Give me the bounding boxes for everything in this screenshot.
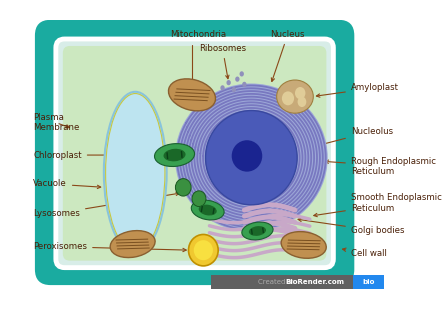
FancyBboxPatch shape	[63, 46, 326, 261]
Ellipse shape	[198, 205, 217, 216]
Ellipse shape	[191, 200, 224, 220]
Ellipse shape	[104, 92, 167, 253]
Ellipse shape	[277, 80, 313, 113]
Ellipse shape	[192, 191, 206, 207]
Ellipse shape	[206, 110, 297, 205]
Text: Smooth Endoplasmic
Reticulum: Smooth Endoplasmic Reticulum	[314, 193, 442, 217]
FancyBboxPatch shape	[35, 20, 354, 285]
Text: Mitochondria: Mitochondria	[170, 30, 227, 91]
Text: Nucleolus: Nucleolus	[275, 127, 393, 157]
Ellipse shape	[249, 226, 266, 236]
Ellipse shape	[282, 91, 294, 105]
Ellipse shape	[189, 234, 218, 266]
Text: bio: bio	[362, 279, 375, 285]
Ellipse shape	[175, 83, 328, 232]
Text: Cell wall: Cell wall	[343, 248, 387, 258]
Text: Chloroplast: Chloroplast	[33, 151, 160, 160]
Ellipse shape	[242, 222, 273, 240]
Ellipse shape	[194, 240, 213, 260]
Ellipse shape	[175, 179, 191, 196]
Text: Created in: Created in	[258, 279, 296, 285]
Text: Golgi bodies: Golgi bodies	[298, 218, 405, 235]
Ellipse shape	[232, 87, 236, 92]
Text: Peroxisomes: Peroxisomes	[33, 242, 186, 252]
Text: Ribosomes: Ribosomes	[199, 44, 246, 79]
Text: Lysosomes: Lysosomes	[33, 192, 179, 218]
Ellipse shape	[220, 85, 225, 91]
Ellipse shape	[110, 230, 155, 258]
Ellipse shape	[232, 140, 262, 172]
Ellipse shape	[169, 79, 215, 111]
FancyBboxPatch shape	[353, 275, 384, 289]
Text: BioRender.com: BioRender.com	[285, 279, 344, 285]
Text: Vacuole: Vacuole	[33, 179, 101, 188]
Ellipse shape	[227, 80, 231, 85]
Ellipse shape	[154, 144, 194, 166]
Ellipse shape	[235, 77, 239, 82]
Ellipse shape	[239, 71, 244, 77]
FancyBboxPatch shape	[211, 275, 353, 289]
Ellipse shape	[281, 232, 326, 258]
Ellipse shape	[298, 97, 306, 107]
Text: Amyloplast: Amyloplast	[316, 83, 399, 97]
Text: Plasma
Membrane: Plasma Membrane	[33, 113, 80, 132]
Ellipse shape	[295, 87, 305, 99]
Text: Nucleus: Nucleus	[271, 30, 305, 81]
Text: Rough Endoplasmic
Reticulum: Rough Endoplasmic Reticulum	[325, 157, 436, 176]
Ellipse shape	[163, 149, 186, 161]
Ellipse shape	[242, 82, 247, 87]
FancyBboxPatch shape	[56, 39, 333, 268]
